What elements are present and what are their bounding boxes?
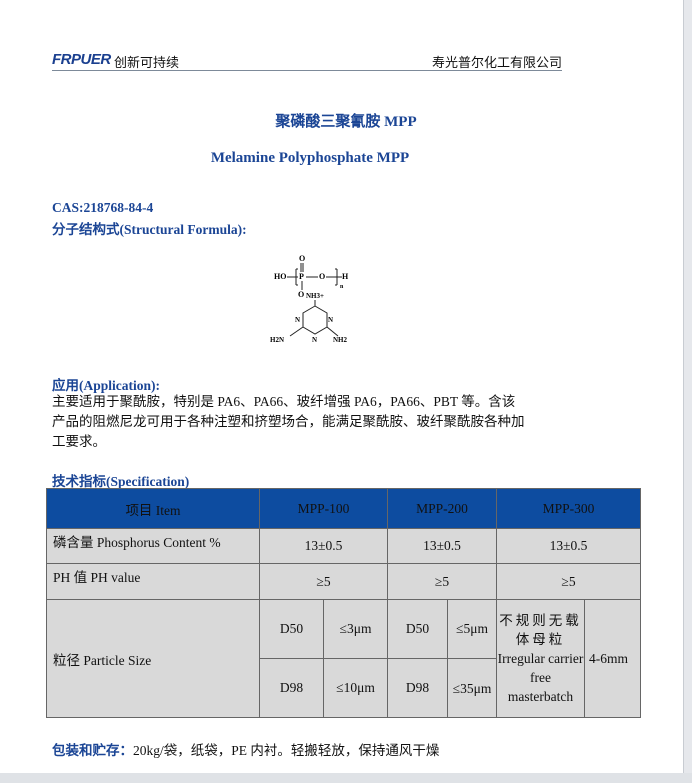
title-en: Melamine Polyphosphate MPP bbox=[210, 150, 410, 166]
table-header-row: 项目 Item MPP-100 MPP-200 MPP-300 bbox=[46, 488, 641, 529]
cas-number: CAS:218768-84-4 bbox=[52, 200, 154, 215]
cell: D98 bbox=[387, 658, 448, 718]
application-text: 主要适用于聚酰胺，特别是 PA6、PA66、玻纤增强 PA6，PA66、PBT … bbox=[52, 392, 592, 452]
cell: ≥5 bbox=[496, 563, 641, 600]
title-cn: 聚磷酸三聚氰胺 MPP bbox=[275, 114, 417, 130]
atom-n: N bbox=[328, 316, 333, 324]
text-line: 产品的阻燃尼龙可用于各种注塑和挤塑场合，能满足聚酰胺、玻纤聚酰胺各种加 bbox=[52, 414, 525, 429]
packing: 包装和贮存：20kg/袋，纸袋，PE 内衬。轻搬轻放，保持通风干燥 bbox=[52, 739, 439, 759]
header-mpp100: MPP-100 bbox=[259, 488, 388, 529]
table-row: 磷含量 Phosphorus Content % 13±0.5 13±0.5 1… bbox=[46, 528, 641, 564]
cell: D50 bbox=[387, 599, 448, 659]
cell: 13±0.5 bbox=[387, 528, 497, 564]
application-label: 应用(Application): bbox=[52, 378, 160, 393]
page-header: FRPUER 创新可持续 寿光普尔化工有限公司 bbox=[52, 51, 562, 71]
cell: ≥5 bbox=[387, 563, 497, 600]
cell: 13±0.5 bbox=[496, 528, 641, 564]
row-label: 粒径 Particle Size bbox=[46, 599, 260, 718]
cell: 4-6mm bbox=[584, 599, 641, 718]
header-item: 项目 Item bbox=[46, 488, 260, 529]
spec-table: 项目 Item MPP-100 MPP-200 MPP-300 磷含量 Phos… bbox=[46, 488, 641, 718]
nh3: NH3+ bbox=[306, 292, 324, 300]
atom-h: H bbox=[342, 272, 349, 281]
company-name: 寿光普尔化工有限公司 bbox=[431, 56, 562, 71]
structure-label: 分子结构式(Structural Formula): bbox=[52, 222, 247, 237]
cell: ≤3μm bbox=[323, 599, 388, 659]
cell: D98 bbox=[259, 658, 324, 718]
cell: ≤10μm bbox=[323, 658, 388, 718]
spec-label: 技术指标(Specification) bbox=[52, 474, 190, 489]
atom-o: O bbox=[299, 254, 305, 263]
header-mpp300: MPP-300 bbox=[496, 488, 641, 529]
row-label: PH 值 PH value bbox=[46, 563, 260, 600]
atom-n: N bbox=[295, 316, 300, 324]
desc-en: Irregular carrier free masterbatch bbox=[497, 651, 584, 704]
atom-ho: HO bbox=[274, 272, 286, 281]
atom-n: N bbox=[312, 336, 317, 344]
table-row: PH 值 PH value ≥5 ≥5 ≥5 bbox=[46, 563, 641, 600]
logo: FRPUER bbox=[52, 51, 111, 68]
atom-o: O bbox=[319, 272, 325, 281]
text-line: 主要适用于聚酰胺，特别是 PA6、PA66、玻纤增强 PA6，PA66、PBT … bbox=[52, 394, 516, 409]
header-mpp200: MPP-200 bbox=[387, 488, 497, 529]
packing-text: 20kg/袋，纸袋，PE 内衬。轻搬轻放，保持通风干燥 bbox=[133, 743, 440, 758]
nh2-right: NH2 bbox=[333, 336, 348, 344]
cell: ≥5 bbox=[259, 563, 388, 600]
structural-formula: O HO P O H n O NH3+ N N N H2N NH2 bbox=[270, 254, 349, 344]
subscript-n: n bbox=[340, 284, 344, 290]
table-row: D98 ≤10μm D98 ≤35μm bbox=[47, 658, 641, 718]
nh2-left: H2N bbox=[270, 336, 284, 344]
packing-label: 包装和贮存： bbox=[52, 743, 133, 758]
slogan: 创新可持续 bbox=[114, 56, 180, 71]
cell: ≤35μm bbox=[447, 658, 497, 718]
desc-cn: 不规则无载体母粒 bbox=[499, 613, 582, 647]
cell: 13±0.5 bbox=[259, 528, 388, 564]
cell: ≤5μm bbox=[447, 599, 497, 659]
text-line: 工要求。 bbox=[52, 434, 106, 449]
table-row: 粒径 Particle Size D50 ≤3μm D50 ≤5μm 不规则无载… bbox=[46, 599, 641, 718]
cell: 不规则无载体母粒 Irregular carrier free masterbat… bbox=[496, 599, 585, 718]
bottom-edge bbox=[0, 773, 692, 783]
atom-o: O bbox=[298, 290, 304, 299]
row-label: 磷含量 Phosphorus Content % bbox=[46, 528, 260, 564]
right-edge bbox=[683, 0, 692, 783]
atom-p: P bbox=[299, 272, 304, 281]
cell: D50 bbox=[259, 599, 324, 659]
